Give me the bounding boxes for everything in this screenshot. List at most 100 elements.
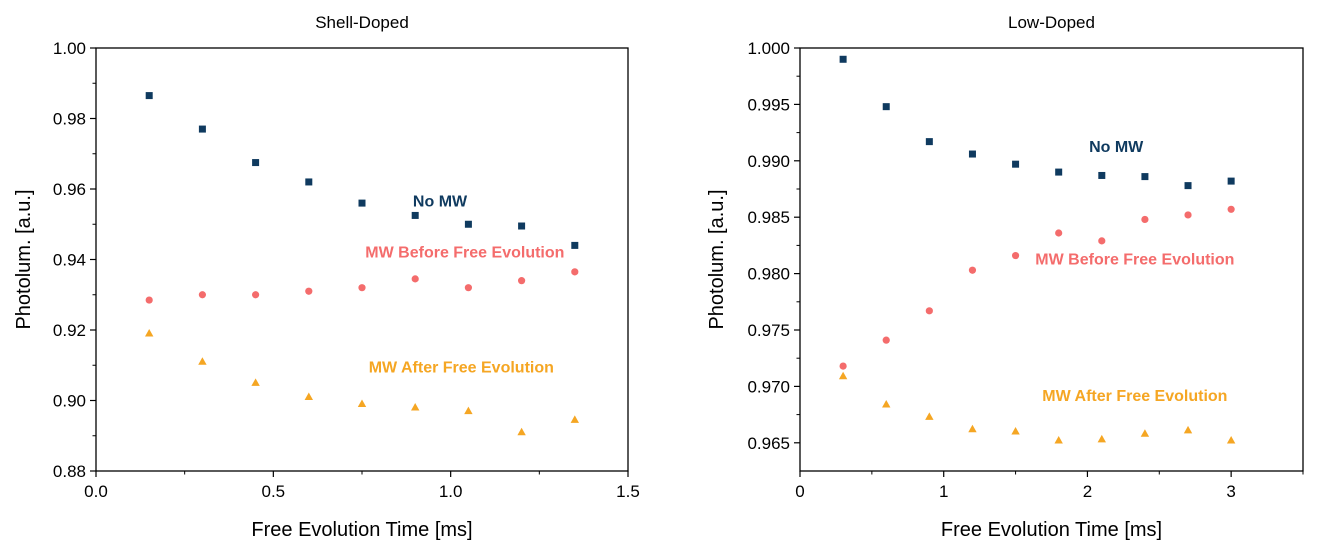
data-point-triangle	[1097, 434, 1106, 443]
x-axis-label: Free Evolution Time [ms]	[251, 519, 472, 541]
data-point-square	[1012, 160, 1020, 168]
data-point-triangle	[570, 415, 579, 423]
data-point-circle	[839, 362, 847, 370]
plot-frame	[799, 47, 1304, 472]
data-point-square	[252, 159, 260, 167]
data-point-circle	[1055, 229, 1063, 237]
data-point-triangle	[1183, 425, 1193, 434]
annotation-label: No MW	[1089, 139, 1144, 156]
data-point-triangle	[464, 406, 473, 415]
data-point-square	[571, 241, 579, 249]
y-tick-label: 0.990	[747, 152, 790, 171]
y-axis-label: Photolum. [a.u.]	[13, 189, 35, 329]
data-point-triangle	[145, 329, 154, 337]
data-point-square	[1141, 173, 1149, 181]
data-point-square	[411, 211, 419, 219]
chart-panel-1: 0.0 0.5 1.0 1.5 0.88 0.90 0.92 0.94 0.96 0.98 1.00…	[13, 13, 640, 541]
data-point-square	[839, 55, 847, 63]
y-tick-label: 1.00	[53, 39, 86, 58]
data-point-square	[1184, 182, 1192, 190]
data-point-circle	[411, 275, 419, 283]
x-tick-label: 0.0	[84, 482, 108, 501]
x-tick-label: 1	[939, 482, 948, 501]
data-point-square	[464, 220, 472, 228]
x-tick-label: 2	[1083, 482, 1092, 501]
data-point-circle	[1227, 205, 1235, 213]
data-point-triangle	[1054, 436, 1063, 444]
x-tick-label: 0	[795, 482, 804, 501]
data-point-square	[1055, 168, 1063, 176]
series-mw-after-free-evolution	[145, 329, 579, 436]
data-point-circle	[968, 266, 977, 274]
series-mw-before-free-evolution	[145, 268, 579, 304]
data-point-circle	[305, 287, 313, 295]
y-tick-label: 0.92	[53, 321, 86, 340]
chart-title: Low-Doped	[1008, 13, 1095, 32]
y-tick-label: 0.88	[53, 462, 86, 481]
data-point-triangle	[1011, 427, 1020, 435]
data-point-square	[305, 178, 313, 186]
series-no-mw	[839, 55, 1235, 190]
data-point-triangle	[882, 399, 891, 408]
data-point-triangle	[198, 357, 207, 365]
x-axis-label: Free Evolution Time [ms]	[941, 519, 1162, 541]
data-point-circle	[518, 277, 526, 285]
data-point-circle	[464, 284, 472, 292]
data-point-triangle	[251, 378, 260, 386]
data-point-square	[882, 103, 890, 111]
data-point-circle	[882, 336, 890, 344]
x-tick-label: 1.5	[616, 482, 640, 501]
y-tick-label: 0.96	[53, 180, 86, 199]
data-point-triangle	[411, 403, 420, 411]
annotation-label: MW After Free Evolution	[369, 359, 554, 376]
data-point-circle	[252, 291, 260, 299]
data-point-triangle	[1226, 436, 1236, 444]
data-point-circle	[1184, 211, 1192, 219]
data-point-square	[925, 138, 933, 146]
data-point-triangle	[838, 371, 848, 380]
data-point-square	[145, 92, 153, 100]
annotation-label: MW Before Free Evolution	[365, 245, 564, 262]
data-point-triangle	[1140, 429, 1150, 437]
x-tick-label: 0.5	[262, 482, 286, 501]
annotation-label: MW Before Free Evolution	[1035, 252, 1234, 269]
y-axis-label: Photolum. [a.u.]	[706, 189, 728, 329]
data-point-square	[1098, 171, 1106, 179]
data-point-circle	[1011, 251, 1020, 260]
chart-title: Shell-Doped	[315, 13, 409, 32]
y-tick-label: 0.975	[747, 321, 790, 340]
y-tick-label: 0.980	[747, 265, 790, 284]
data-point-circle	[571, 268, 579, 276]
data-point-triangle	[925, 412, 934, 420]
series-no-mw	[145, 92, 579, 249]
data-point-triangle	[968, 424, 977, 433]
data-point-triangle	[357, 399, 367, 408]
data-point-square	[518, 222, 526, 230]
y-tick-label: 0.90	[53, 392, 86, 411]
y-tick-label: 0.94	[53, 251, 86, 270]
y-tick-label: 0.98	[53, 110, 86, 129]
annotation-label: No MW	[413, 194, 468, 211]
data-point-circle	[198, 291, 206, 299]
y-tick-label: 0.970	[747, 377, 790, 396]
series-mw-before-free-evolution	[839, 205, 1235, 370]
y-tick-label: 0.965	[747, 434, 790, 453]
data-point-square	[1227, 177, 1235, 185]
data-point-triangle	[517, 427, 526, 436]
data-point-square	[968, 150, 976, 158]
data-point-circle	[358, 284, 366, 292]
chart-panel-2: 0 1 2 3 0.965 0.970 0.975 0.980 0.985 0.990 0.995 1…	[706, 13, 1304, 541]
series-mw-after-free-evolution	[838, 371, 1236, 444]
y-tick-label: 1.000	[747, 39, 790, 58]
x-tick-label: 1.0	[439, 482, 463, 501]
y-tick-label: 0.985	[747, 208, 790, 227]
y-tick-label: 0.995	[747, 95, 790, 114]
x-tick-label: 3	[1226, 482, 1235, 501]
data-point-circle	[1141, 215, 1149, 224]
data-point-square	[358, 199, 366, 207]
data-point-circle	[1098, 237, 1106, 245]
data-point-circle	[145, 296, 153, 304]
data-point-circle	[925, 307, 933, 315]
